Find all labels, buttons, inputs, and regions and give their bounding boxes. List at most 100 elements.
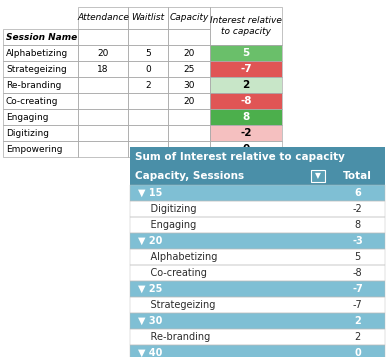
Bar — [130, 147, 385, 167]
Text: -7: -7 — [240, 64, 252, 74]
Bar — [78, 7, 128, 29]
Bar — [210, 93, 282, 109]
Bar — [128, 7, 168, 29]
Text: -8: -8 — [240, 96, 252, 106]
Bar — [130, 167, 385, 185]
Bar — [128, 29, 168, 45]
Bar — [128, 45, 168, 61]
Bar — [210, 45, 282, 61]
Bar — [168, 29, 210, 45]
Text: 0: 0 — [242, 144, 250, 154]
Bar — [128, 125, 168, 141]
Text: 5: 5 — [242, 48, 250, 58]
Bar — [311, 170, 325, 182]
Bar — [130, 345, 385, 357]
Bar — [168, 7, 210, 29]
Text: 18: 18 — [97, 65, 109, 74]
Text: 20: 20 — [97, 49, 109, 57]
Text: Sum of Interest relative to capacity: Sum of Interest relative to capacity — [135, 152, 345, 162]
Bar — [130, 345, 385, 357]
Bar — [78, 29, 128, 45]
Bar — [3, 109, 78, 125]
Text: ▼ 40: ▼ 40 — [138, 348, 162, 357]
Text: Waitlist: Waitlist — [131, 14, 165, 22]
Bar — [130, 329, 385, 345]
Text: Re-branding: Re-branding — [6, 80, 62, 90]
Bar — [78, 77, 128, 93]
Bar — [128, 93, 168, 109]
Text: -7: -7 — [353, 300, 362, 310]
Bar — [168, 61, 210, 77]
Text: Digitizing: Digitizing — [6, 129, 49, 137]
Text: -8: -8 — [353, 268, 362, 278]
Bar — [3, 109, 78, 125]
Text: ▼ 20: ▼ 20 — [138, 236, 162, 246]
Bar — [210, 77, 282, 93]
Bar — [130, 201, 385, 217]
Bar — [3, 7, 78, 29]
Bar — [130, 233, 385, 249]
Text: Co-creating: Co-creating — [138, 268, 207, 278]
Text: 20: 20 — [183, 49, 195, 57]
Text: Strategeizing: Strategeizing — [138, 300, 215, 310]
Text: -3: -3 — [352, 236, 363, 246]
Bar — [210, 61, 282, 77]
Bar — [168, 93, 210, 109]
Text: 8: 8 — [354, 220, 361, 230]
Bar — [210, 77, 282, 93]
Bar — [3, 125, 78, 141]
Bar — [168, 61, 210, 77]
Text: 0: 0 — [145, 65, 151, 74]
Text: Capacity: Capacity — [169, 14, 209, 22]
Bar — [78, 45, 128, 61]
Bar — [168, 7, 210, 29]
Bar — [3, 45, 78, 61]
Bar — [130, 185, 385, 201]
Text: -2: -2 — [240, 128, 252, 138]
Bar — [168, 77, 210, 93]
Bar — [168, 109, 210, 125]
Bar — [130, 313, 385, 329]
Bar — [78, 61, 128, 77]
Text: Re-branding: Re-branding — [138, 332, 210, 342]
Bar — [130, 201, 385, 217]
Bar — [168, 45, 210, 61]
Bar — [130, 281, 385, 297]
Bar — [78, 93, 128, 109]
Bar — [168, 29, 210, 45]
Text: Alphabetizing: Alphabetizing — [138, 252, 218, 262]
Text: -2: -2 — [353, 204, 362, 214]
Bar — [210, 141, 282, 157]
Bar — [168, 125, 210, 141]
Text: 30: 30 — [183, 80, 195, 90]
Bar — [3, 61, 78, 77]
Bar — [130, 249, 385, 265]
Text: 2: 2 — [354, 332, 361, 342]
Bar — [130, 297, 385, 313]
Bar — [128, 29, 168, 45]
Bar — [210, 141, 282, 157]
Text: 2: 2 — [145, 80, 151, 90]
Bar — [168, 45, 210, 61]
Bar — [3, 125, 78, 141]
Text: Engaging: Engaging — [6, 112, 49, 121]
Bar — [210, 125, 282, 141]
Bar — [210, 109, 282, 125]
Text: Capacity, Sessions: Capacity, Sessions — [135, 171, 244, 181]
Bar — [128, 7, 168, 29]
Bar — [130, 185, 385, 201]
Bar — [78, 45, 128, 61]
Text: Co-creating: Co-creating — [6, 96, 58, 106]
Bar — [3, 141, 78, 157]
Bar — [130, 329, 385, 345]
Bar — [78, 109, 128, 125]
Bar — [3, 77, 78, 93]
Bar — [128, 45, 168, 61]
Bar — [3, 29, 78, 45]
Bar — [3, 61, 78, 77]
Bar — [128, 77, 168, 93]
Bar — [128, 109, 168, 125]
Bar — [128, 141, 168, 157]
Text: Total: Total — [343, 171, 372, 181]
Bar — [78, 77, 128, 93]
